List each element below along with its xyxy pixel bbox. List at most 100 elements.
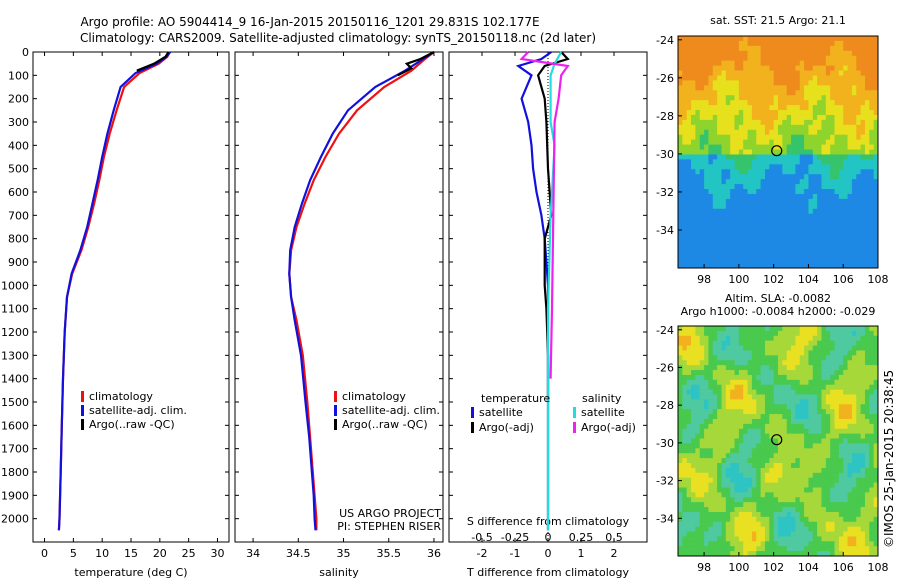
map-cell [708,384,714,391]
map-cell [686,502,692,508]
map-cell [864,159,870,165]
map-cell [734,516,740,523]
map-cell [773,198,779,205]
map-cell [799,228,805,234]
map-cell [812,223,818,229]
map-cell [682,243,688,249]
map-cell [873,551,879,557]
map-cell [791,70,796,76]
map-cell [791,409,796,415]
map-cell [764,65,770,71]
map-cell [847,350,853,356]
map-cell [791,105,796,111]
map-cell [778,174,783,180]
map-cell [847,248,853,254]
map-cell [686,487,692,493]
map-cell [738,531,744,537]
map-cell [873,144,879,150]
y-tick-label: 500 [8,163,29,176]
map-cell [791,438,796,444]
map-cell [847,458,853,464]
map-cell [851,139,857,145]
map-cell [830,521,835,528]
map-cell [869,340,875,346]
map-cell [747,179,753,185]
map-cell [838,330,844,337]
map-cell [678,110,683,116]
map-cell [769,379,775,386]
map-cell [764,174,770,180]
map-cell [712,95,718,101]
map-cell [764,448,770,454]
map-cell [778,100,783,106]
map-cell [843,511,848,518]
map-cell [725,184,731,190]
map-cell [808,218,814,224]
map-cell [751,330,757,337]
map-cell [695,521,701,528]
map-cell [847,228,853,234]
map-cell [834,154,840,160]
map-cell [795,458,801,464]
map-cell [869,36,875,42]
map-cell [678,228,683,234]
map-cell [799,36,805,42]
map-cell [804,365,809,371]
map-cell [756,203,762,210]
map-cell [864,198,870,205]
map-cell [751,360,757,366]
map-cell [864,50,870,57]
map-cell [838,507,844,513]
map-cell [782,502,788,508]
map-cell [795,203,801,210]
map-cell [691,263,696,269]
map-cell [678,253,683,259]
map-cell [808,110,814,116]
map-cell [751,404,757,410]
map-cell [769,223,775,229]
map-cell [743,154,748,160]
map-cell [717,536,722,542]
map-cell [838,80,844,86]
map-cell [847,360,853,366]
map-cell [773,384,779,391]
map-cell [869,345,875,351]
map-cell [821,477,827,483]
map-cell [717,350,722,356]
map-cell [873,497,879,503]
map-cell [825,100,831,106]
map-cell [778,124,783,131]
map-cell [734,472,740,479]
map-cell [756,45,762,52]
map-cell [825,129,831,136]
map-cell [708,365,714,371]
map-cell [825,492,831,498]
map-cell [856,233,862,239]
map-cell [782,223,788,229]
map-cell [699,193,705,200]
map-cell [725,428,731,435]
map-cell [773,144,779,150]
map-cell [799,134,805,141]
map-cell [747,531,753,537]
map-cell [691,379,696,386]
map-cell [721,536,727,542]
map-cell [747,492,753,498]
map-cell [851,355,857,361]
map-cell [830,511,835,518]
map-cell [699,511,705,518]
map-cell [678,238,683,244]
map-cell [760,263,766,269]
map-cell [791,477,796,483]
map-cell [791,448,796,454]
map-cell [721,40,727,47]
map-cell [860,409,866,415]
map-cell [730,409,735,415]
map-cell [760,213,766,220]
map-cell [760,238,766,244]
map-cell [791,75,796,81]
map-cell [860,360,866,366]
map-cell [791,389,796,395]
map-cell [791,335,796,342]
map-cell [795,149,801,155]
